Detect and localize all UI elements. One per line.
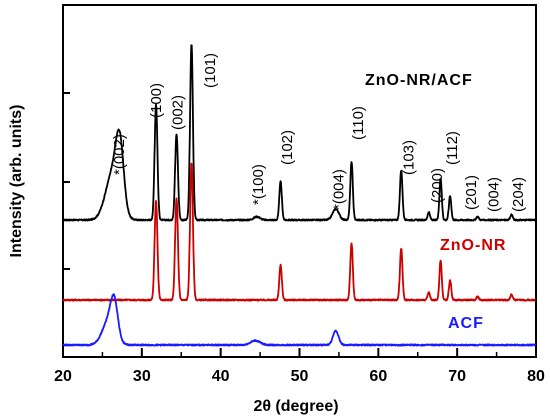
series-line-zno-nr-acf [62, 44, 537, 222]
peak-label: *(002) [111, 134, 128, 175]
peak-label: (101) [202, 53, 219, 88]
x-tick-label: 20 [54, 368, 72, 385]
x-tick-label: 40 [212, 368, 230, 385]
x-axis-title: 2θ (degree) [253, 398, 338, 415]
peak-label: (004) [486, 177, 503, 212]
peak-label: (112) [444, 131, 461, 165]
peak-label: *(004) [330, 169, 347, 210]
peak-label: *(100) [250, 164, 267, 205]
peak-label: (201) [463, 175, 480, 210]
peak-label: (204) [510, 177, 527, 212]
series-line-zno-nr [62, 162, 537, 302]
series-labels: ZnO-NR/ACF ZnO-NR ACF [365, 72, 506, 332]
series-traces [62, 44, 537, 347]
x-tick-label: 80 [527, 368, 545, 385]
series-label-zno-nr-acf: ZnO-NR/ACF [365, 72, 473, 89]
x-axis-ticks: 20 30 40 50 60 70 80 [54, 348, 545, 385]
peak-label: (200) [429, 168, 446, 203]
y-axis-ticks [63, 92, 70, 270]
peak-label: (103) [401, 140, 418, 175]
x-tick-label: 60 [369, 368, 387, 385]
series-label-acf: ACF [448, 315, 484, 332]
peak-label: (100) [148, 83, 165, 118]
x-tick-label: 50 [291, 368, 309, 385]
x-tick-label: 30 [133, 368, 151, 385]
peak-label: (110) [350, 106, 367, 140]
peak-label: (002) [170, 95, 187, 130]
peak-label: (102) [279, 130, 296, 165]
series-line-acf [62, 293, 537, 347]
y-axis-title: Intensity (arb. units) [8, 105, 25, 258]
x-tick-label: 70 [448, 368, 466, 385]
peak-annotations: *(002) (100) (002) (101) *(100) (102) *(004) (1… [111, 53, 527, 212]
series-label-zno-nr: ZnO-NR [440, 237, 506, 254]
